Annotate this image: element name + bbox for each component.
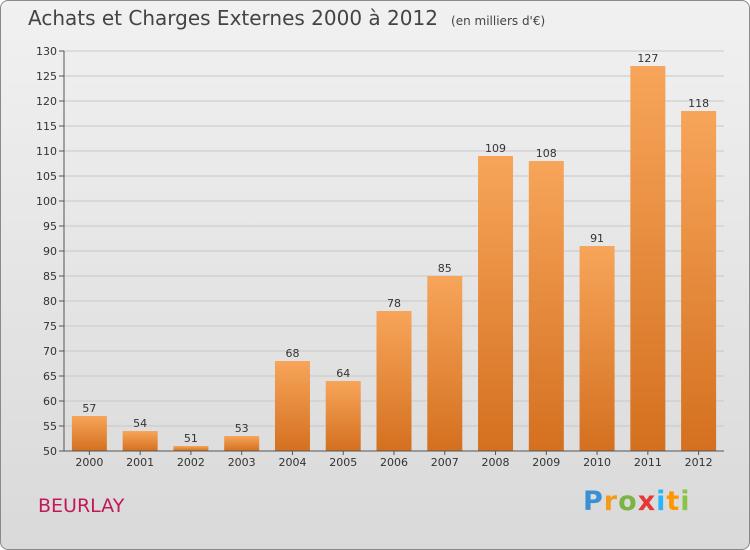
x-tick-label: 2012	[685, 456, 713, 469]
x-tick-label: 2002	[177, 456, 205, 469]
bar	[376, 311, 412, 451]
logo-letter: r	[603, 486, 619, 517]
y-tick-label: 65	[43, 370, 57, 383]
bar	[173, 446, 209, 451]
data-label: 108	[536, 147, 557, 160]
y-tick-label: 105	[36, 170, 57, 183]
data-label: 68	[285, 347, 299, 360]
y-tick-label: 110	[36, 145, 57, 158]
y-tick-label: 50	[43, 445, 57, 458]
y-tick-label: 55	[43, 420, 57, 433]
proxiti-logo: Proxiti	[583, 486, 691, 517]
bar	[71, 416, 107, 451]
data-label: 57	[82, 402, 96, 415]
x-tick-label: 2005	[329, 456, 357, 469]
y-tick-label: 70	[43, 345, 57, 358]
y-tick-label: 100	[36, 195, 57, 208]
data-label: 54	[133, 417, 147, 430]
data-label: 85	[438, 262, 452, 275]
y-tick-label: 120	[36, 95, 57, 108]
bar	[427, 276, 463, 451]
logo-letter: t	[666, 486, 681, 517]
bar	[630, 66, 666, 451]
y-tick-label: 75	[43, 320, 57, 333]
x-tick-label: 2006	[380, 456, 408, 469]
data-label: 51	[184, 432, 198, 445]
y-tick-label: 125	[36, 70, 57, 83]
y-tick-label: 85	[43, 270, 57, 283]
y-tick-label: 60	[43, 395, 57, 408]
x-tick-label: 2011	[634, 456, 662, 469]
y-tick-label: 115	[36, 120, 57, 133]
data-label: 118	[688, 97, 709, 110]
bar	[681, 111, 717, 451]
chart-subtitle: (en milliers d'€)	[451, 14, 546, 28]
bar	[325, 381, 361, 451]
x-tick-label: 2010	[583, 456, 611, 469]
data-label: 53	[235, 422, 249, 435]
data-label: 78	[387, 297, 401, 310]
x-tick-label: 2003	[228, 456, 256, 469]
bar	[224, 436, 260, 451]
y-tick-label: 80	[43, 295, 57, 308]
logo-letter: x	[637, 486, 657, 517]
bar	[478, 156, 514, 451]
bar	[274, 361, 310, 451]
logo-letter: o	[618, 486, 638, 517]
chart-title: Achats et Charges Externes 2000 à 2012	[28, 6, 438, 30]
y-tick-label: 95	[43, 220, 57, 233]
logo-letter: i	[680, 486, 691, 517]
logo-letter: i	[656, 486, 667, 517]
bar	[579, 246, 615, 451]
x-tick-label: 2009	[532, 456, 560, 469]
title-block: Achats et Charges Externes 2000 à 2012 (…	[28, 6, 545, 30]
x-tick-label: 2001	[126, 456, 154, 469]
x-tick-label: 2004	[278, 456, 306, 469]
x-tick-label: 2007	[431, 456, 459, 469]
bar	[122, 431, 158, 451]
data-label: 91	[590, 232, 604, 245]
y-tick-label: 90	[43, 245, 57, 258]
bar	[528, 161, 564, 451]
y-tick-label: 130	[36, 45, 57, 58]
logo-letter: P	[583, 486, 604, 517]
place-name: BEURLAY	[38, 495, 125, 517]
data-label: 109	[485, 142, 506, 155]
data-label: 127	[637, 52, 658, 65]
data-label: 64	[336, 367, 350, 380]
x-tick-label: 2008	[482, 456, 510, 469]
x-tick-label: 2000	[75, 456, 103, 469]
